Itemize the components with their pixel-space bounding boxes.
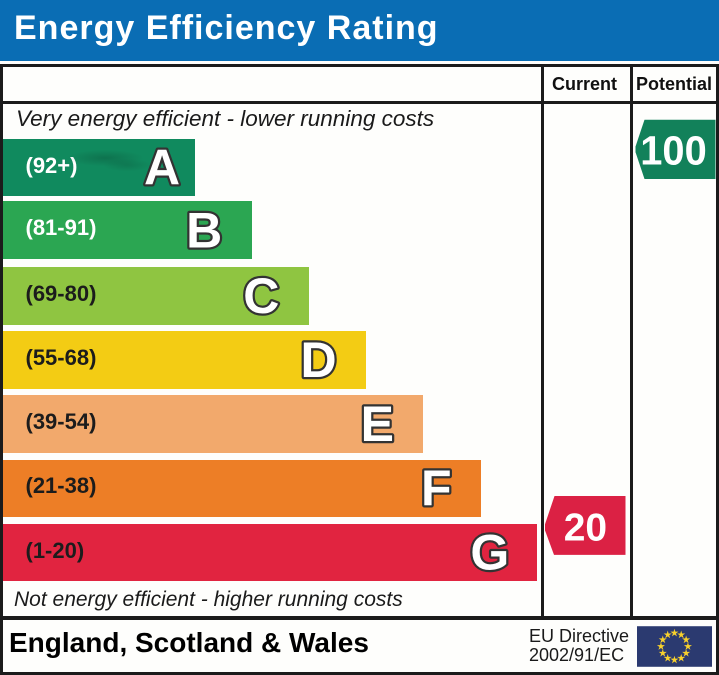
svg-text:D: D <box>300 332 336 388</box>
svg-text:100: 100 <box>640 128 707 174</box>
svg-text:20: 20 <box>564 507 607 550</box>
svg-text:C: C <box>243 268 279 324</box>
svg-text:F: F <box>421 460 452 516</box>
svg-text:G: G <box>470 525 509 581</box>
svg-text:E: E <box>361 396 394 452</box>
svg-text:B: B <box>186 203 222 259</box>
svg-text:A: A <box>144 140 180 196</box>
